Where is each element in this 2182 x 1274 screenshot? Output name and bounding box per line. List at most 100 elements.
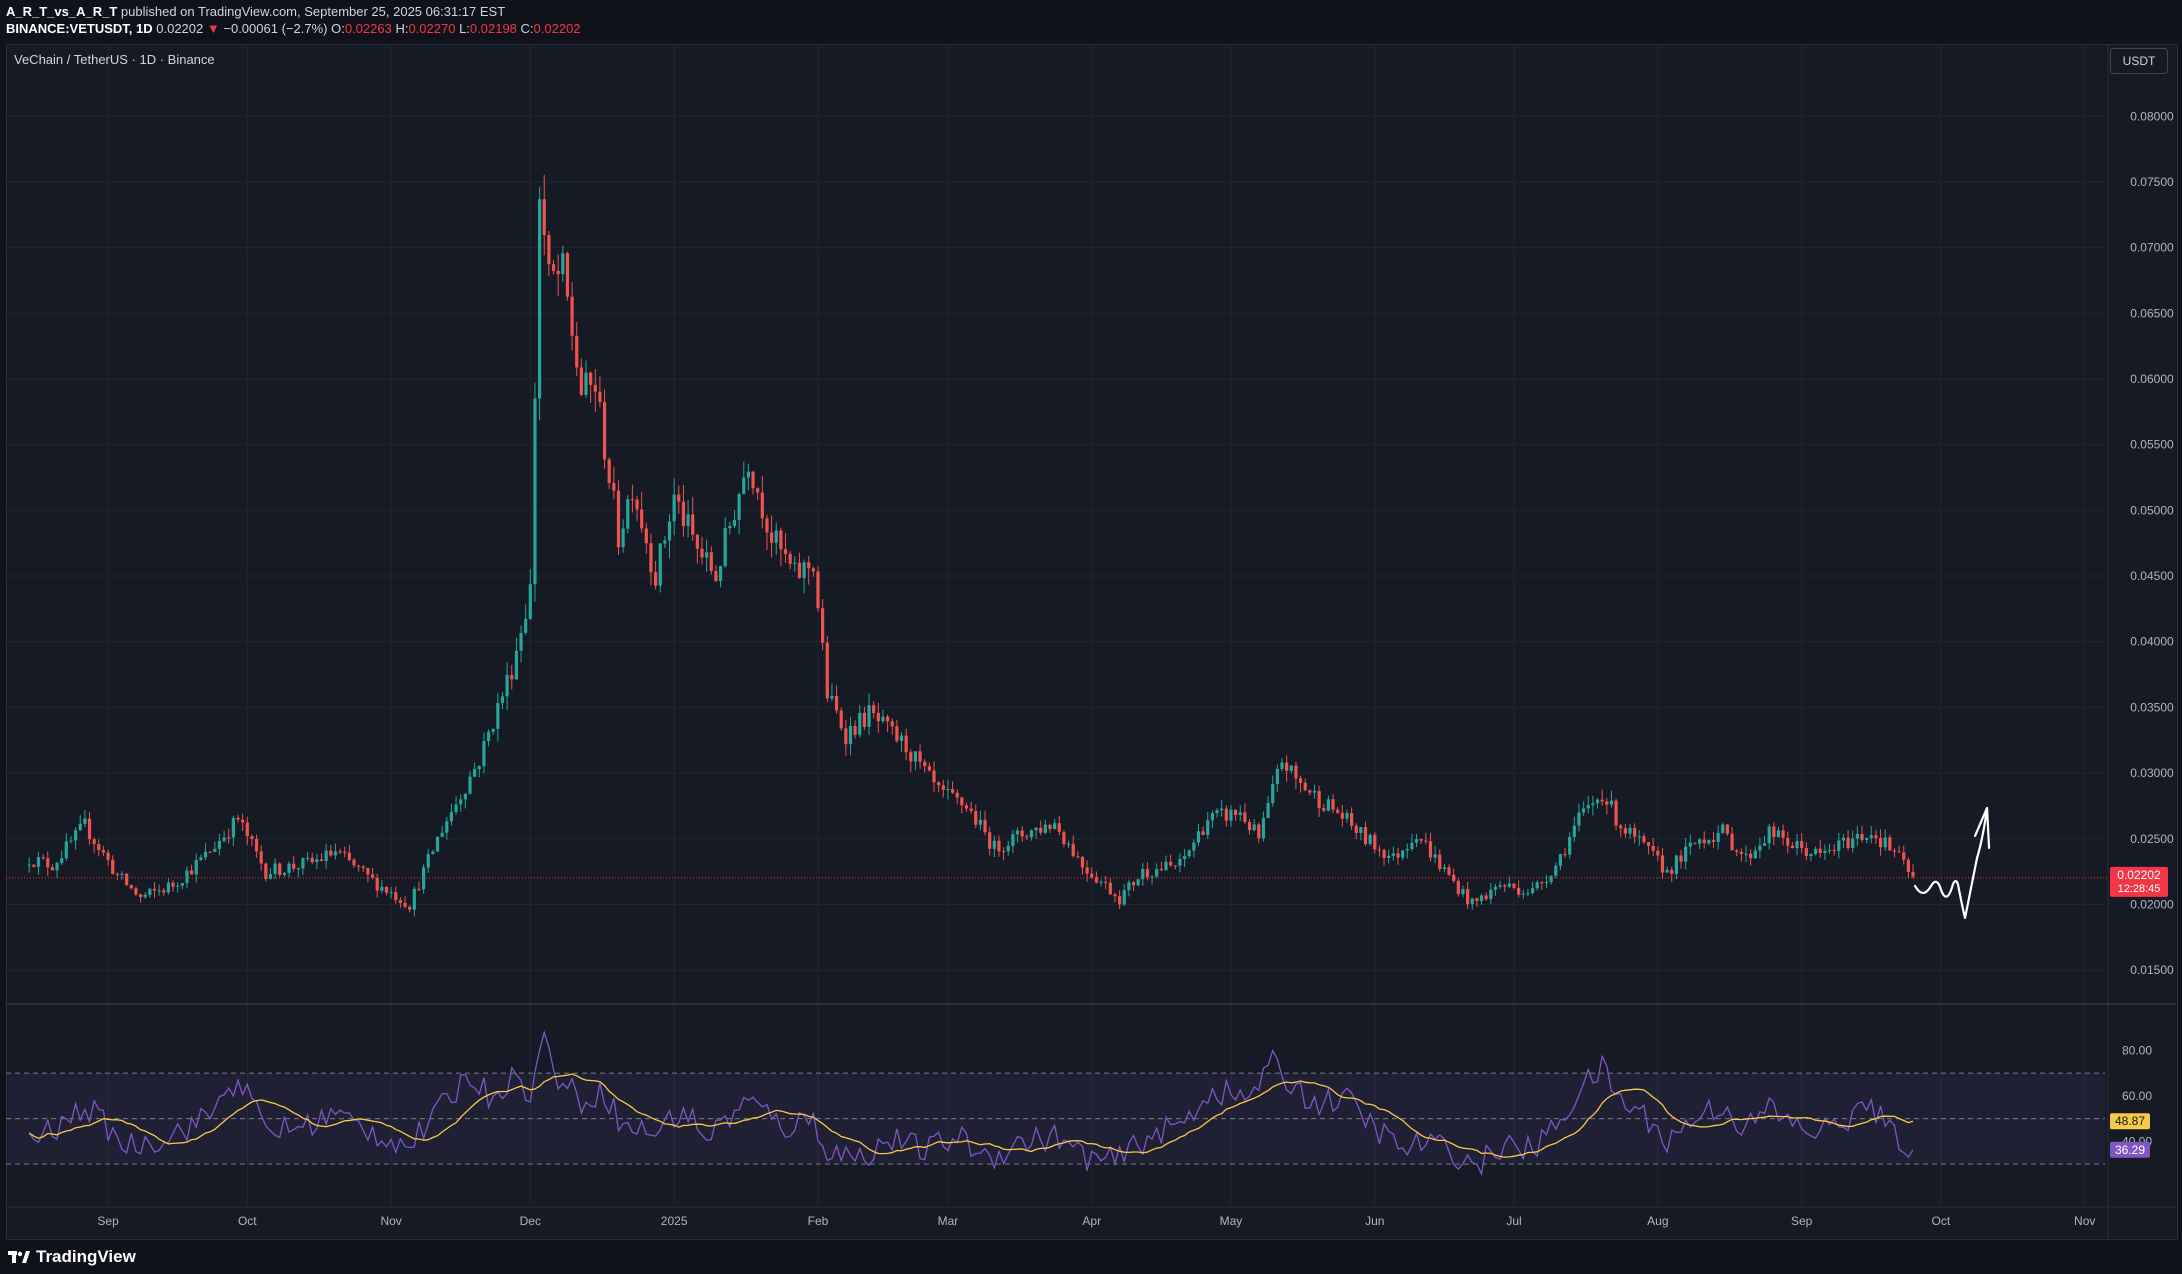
candle-body — [449, 811, 454, 822]
candle-body — [695, 534, 699, 549]
candle-body — [268, 874, 273, 879]
candle-body — [394, 892, 398, 901]
candle-body — [1312, 790, 1317, 793]
time-tick-label: Jul — [1506, 1214, 1521, 1228]
candle-body — [760, 492, 764, 519]
candle-body — [510, 674, 514, 680]
candle-body — [1837, 840, 1841, 851]
candle-body — [737, 494, 741, 520]
candle-body — [1526, 892, 1530, 894]
candle-body — [384, 886, 389, 893]
candle-body — [408, 906, 412, 910]
candle-body — [236, 817, 240, 820]
candle-body — [273, 863, 277, 875]
candle-body — [872, 705, 876, 713]
publish-info: A_R_T_vs_A_R_T published on TradingView.… — [6, 4, 505, 19]
candle-body — [398, 900, 402, 903]
candle-body — [92, 839, 96, 845]
candle-body — [1646, 842, 1651, 846]
price-tick-label: 0.01500 — [2130, 963, 2174, 977]
candle-body — [1261, 818, 1266, 839]
candle-body — [1851, 838, 1855, 849]
currency-button[interactable]: USDT — [2110, 48, 2168, 74]
candle-body — [361, 866, 365, 868]
publisher-name[interactable]: A_R_T_vs_A_R_T — [6, 4, 118, 19]
candle-body — [988, 832, 992, 849]
candle-body — [1099, 881, 1103, 883]
candle-body — [1368, 834, 1372, 844]
candle-body — [1846, 837, 1850, 849]
chart-title: VeChain / TetherUS · 1D · Binance — [14, 52, 215, 67]
candle-body — [960, 797, 964, 806]
candle-body — [222, 837, 226, 841]
candle-body — [1906, 859, 1910, 872]
candle-body — [296, 868, 300, 870]
candle-body — [547, 235, 551, 265]
candle-body — [667, 521, 672, 541]
candle-body — [1674, 855, 1678, 875]
time-tick-label: Apr — [1082, 1214, 1101, 1228]
candle-body — [459, 799, 463, 805]
candle-body — [375, 877, 379, 891]
candle-body — [654, 572, 658, 586]
tradingview-brand: TradingView — [36, 1247, 136, 1266]
candle-body — [946, 788, 950, 790]
candle-body — [770, 532, 774, 543]
candle-body — [1619, 825, 1623, 829]
candle-body — [807, 562, 811, 569]
candle-body — [1892, 850, 1897, 852]
time-tick-label: Sep — [1791, 1214, 1813, 1228]
candle-body — [259, 851, 263, 864]
candle-body — [802, 562, 806, 578]
candle-body — [830, 696, 834, 699]
candle-body — [78, 823, 82, 831]
candle-body — [1275, 769, 1279, 785]
candle-body — [1767, 826, 1771, 844]
candle-body — [1317, 790, 1321, 809]
tradingview-logo[interactable]: TradingView — [8, 1247, 136, 1267]
candles — [27, 174, 1915, 917]
candle-body — [1234, 809, 1238, 816]
candle-body — [1382, 849, 1386, 858]
candle-body — [41, 857, 45, 859]
candle-body — [793, 562, 797, 564]
candle-body — [1048, 824, 1052, 830]
candle-body — [36, 857, 41, 867]
price-tick-label: 0.04500 — [2130, 569, 2174, 583]
candle-body — [1002, 851, 1006, 853]
candle-body — [556, 270, 560, 275]
candle-body — [1814, 848, 1818, 854]
candle-body — [1582, 808, 1586, 813]
candle-body — [125, 873, 129, 886]
time-tick-label: Oct — [238, 1214, 257, 1228]
time-tick-label: 2025 — [661, 1214, 688, 1228]
candle-body — [1145, 869, 1150, 877]
low-label: L: — [459, 21, 470, 36]
rsi-tick-label: 80.00 — [2122, 1043, 2152, 1057]
candle-body — [1609, 800, 1614, 805]
candle-body — [435, 836, 440, 852]
candle-body — [1883, 837, 1887, 848]
candle-body — [1568, 836, 1572, 855]
candle-body — [1530, 888, 1535, 893]
candle-body — [1749, 853, 1753, 859]
candle-body — [486, 731, 491, 742]
forecast-drawing — [1913, 806, 1991, 920]
candle-body — [1053, 823, 1057, 830]
candle-body — [1739, 851, 1743, 854]
candle-body — [1540, 882, 1544, 884]
candle-body — [505, 674, 509, 697]
candle-body — [723, 528, 727, 567]
candle-body — [1503, 885, 1507, 887]
time-tick-label: Dec — [520, 1214, 541, 1228]
candle-body — [950, 788, 955, 793]
open-value: 0.02263 — [344, 21, 392, 36]
candle-body — [913, 751, 918, 762]
candle-body — [1210, 813, 1214, 821]
candle-body — [1414, 839, 1419, 843]
candle-body — [1015, 830, 1020, 835]
candle-body — [203, 851, 208, 858]
candle-body — [1243, 812, 1247, 822]
time-tick-label: Feb — [808, 1214, 829, 1228]
